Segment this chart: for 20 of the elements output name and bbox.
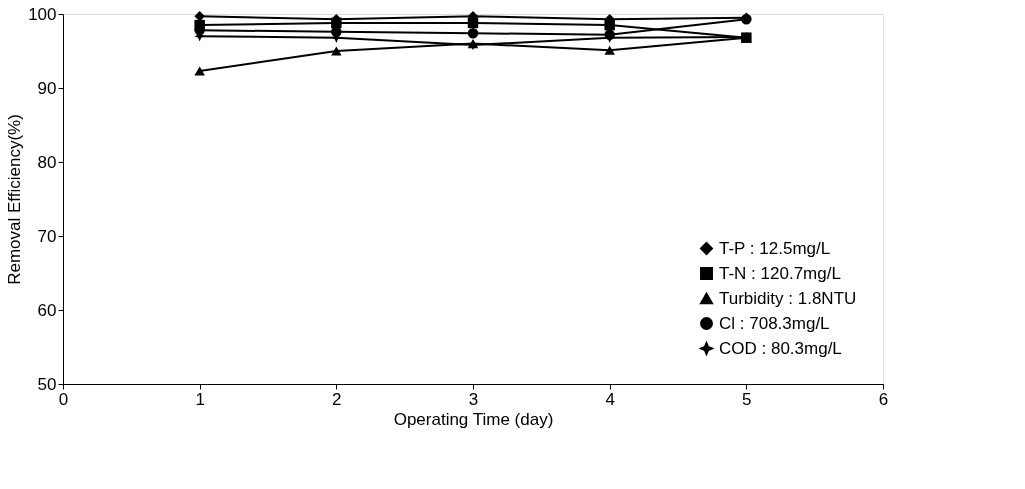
- legend-label: T-P : 12.5mg/L: [719, 238, 831, 258]
- y-tick-label: 100: [28, 4, 57, 24]
- legend-label: T-N : 120.7mg/L: [719, 263, 841, 283]
- x-tick-label: 5: [742, 389, 752, 409]
- x-tick-label: 1: [195, 389, 205, 409]
- x-tick-label: 0: [58, 389, 69, 409]
- y-tick-label: 60: [37, 300, 57, 320]
- legend-label: Turbidity : 1.8NTU: [719, 288, 857, 308]
- x-tick-label: 6: [878, 389, 889, 409]
- x-axis-title: Operating Time (day): [393, 409, 554, 429]
- y-tick-label: 70: [37, 226, 57, 246]
- x-tick-label: 3: [468, 389, 479, 409]
- y-axis-title: Removal Efficiency(%): [5, 114, 25, 285]
- legend-label: Cl : 708.3mg/L: [719, 313, 830, 333]
- y-tick-label: 50: [37, 374, 57, 394]
- x-tick-label: 4: [605, 389, 615, 409]
- y-tick-label: 80: [37, 152, 57, 172]
- y-tick-label: 90: [37, 78, 57, 98]
- x-tick-label: 2: [332, 389, 342, 409]
- legend-label: COD : 80.3mg/L: [719, 338, 842, 358]
